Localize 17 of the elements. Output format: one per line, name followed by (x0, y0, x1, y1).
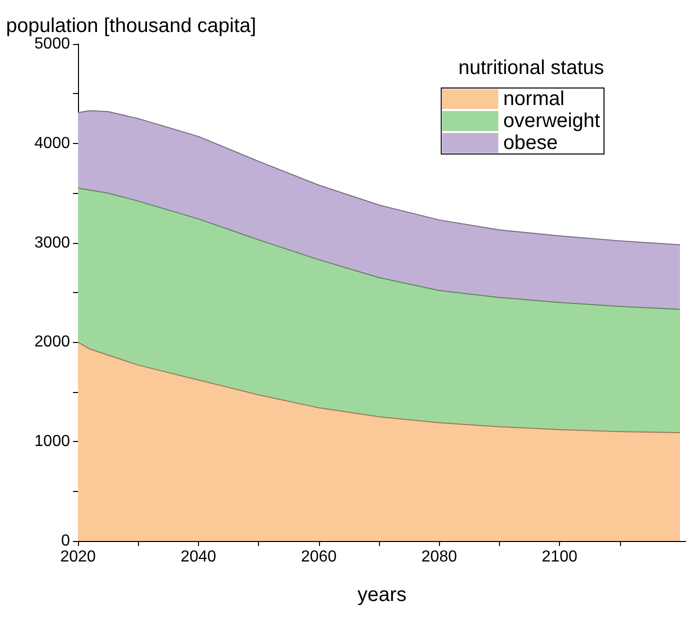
legend-label: overweight (503, 110, 600, 132)
legend-title: nutritional status (458, 57, 604, 79)
x-axis-title: years (358, 584, 406, 606)
x-tick-label: 2100 (542, 548, 578, 566)
y-tick-label: 3000 (34, 234, 70, 252)
x-tick-label: 2080 (421, 548, 458, 566)
y-tick-label: 4000 (34, 134, 70, 152)
x-tick-label: 2040 (180, 548, 216, 566)
legend-label: normal (503, 88, 564, 110)
x-tick-label: 2020 (60, 548, 96, 566)
y-tick-label: 2000 (34, 334, 70, 351)
x-tick-label: 2060 (300, 548, 337, 566)
y-tick-label: 1000 (34, 433, 70, 450)
y-tick-label: 0 (61, 532, 70, 550)
y-tick-label: 5000 (34, 36, 70, 52)
legend-label: obese (503, 132, 558, 154)
y-axis-title: population [thousand capita] (6, 15, 256, 37)
